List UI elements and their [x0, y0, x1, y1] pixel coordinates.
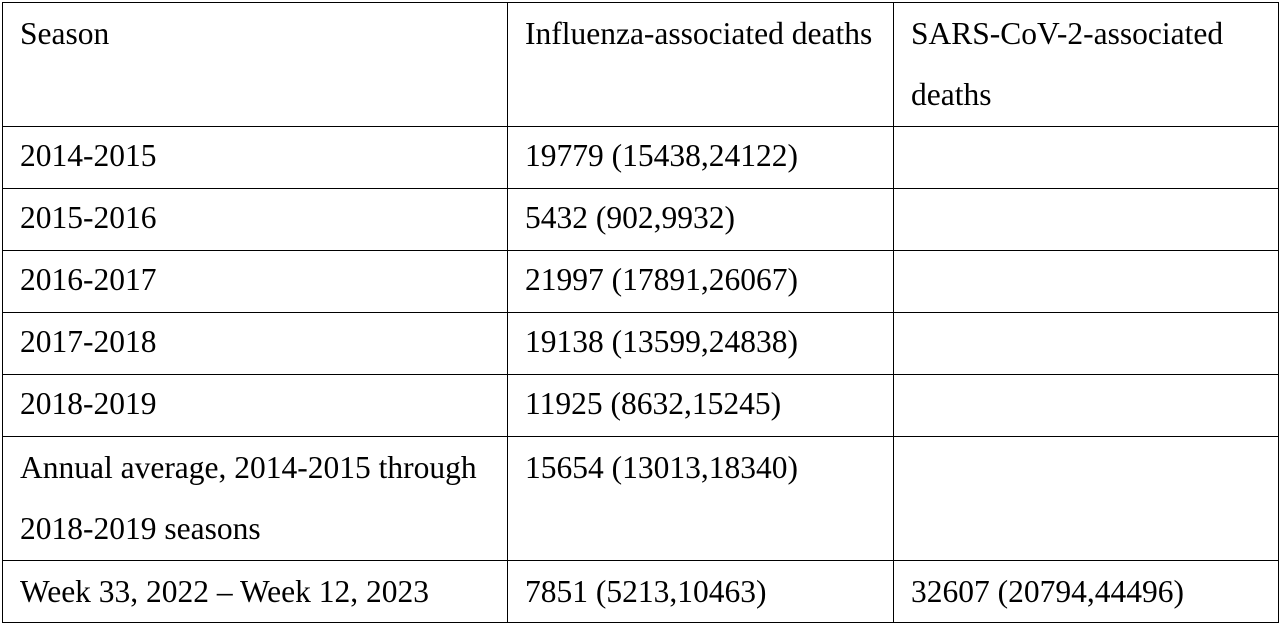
sars-cov-2-deaths-cell: 32607 (20794,44496) — [893, 560, 1279, 623]
season-cell: Annual average, 2014-2015 through 2018-2… — [2, 436, 508, 561]
influenza-deaths-cell: 7851 (5213,10463) — [507, 560, 894, 623]
sars-cov-2-deaths-cell — [893, 126, 1279, 189]
season-cell: 2016-2017 — [2, 250, 508, 313]
table-row: 2015-2016 5432 (902,9932) — [2, 188, 1279, 251]
season-cell: 2015-2016 — [2, 188, 508, 251]
sars-cov-2-deaths-cell — [893, 188, 1279, 251]
influenza-deaths-cell: 19138 (13599,24838) — [507, 312, 894, 375]
table-row: 2018-2019 11925 (8632,15245) — [2, 374, 1279, 437]
table-row: 2014-2015 19779 (15438,24122) — [2, 126, 1279, 189]
influenza-deaths-cell: 21997 (17891,26067) — [507, 250, 894, 313]
season-cell: 2014-2015 — [2, 126, 508, 189]
table-row-2022-2023: Week 33, 2022 – Week 12, 2023 7851 (5213… — [2, 560, 1279, 623]
season-cell: 2018-2019 — [2, 374, 508, 437]
table-row: 2017-2018 19138 (13599,24838) — [2, 312, 1279, 375]
influenza-deaths-cell: 15654 (13013,18340) — [507, 436, 894, 561]
header-season: Season — [2, 2, 508, 127]
sars-cov-2-deaths-cell — [893, 374, 1279, 437]
header-influenza-deaths: Influenza-associated deaths — [507, 2, 894, 127]
sars-cov-2-deaths-cell — [893, 312, 1279, 375]
influenza-deaths-cell: 19779 (15438,24122) — [507, 126, 894, 189]
table-header-row: Season Influenza-associated deaths SARS-… — [2, 2, 1279, 127]
season-cell: 2017-2018 — [2, 312, 508, 375]
sars-cov-2-deaths-cell — [893, 436, 1279, 561]
sars-cov-2-deaths-cell — [893, 250, 1279, 313]
table-row-annual-average: Annual average, 2014-2015 through 2018-2… — [2, 436, 1279, 561]
influenza-deaths-cell: 5432 (902,9932) — [507, 188, 894, 251]
influenza-deaths-cell: 11925 (8632,15245) — [507, 374, 894, 437]
header-sars-cov-2-deaths: SARS-CoV-2-associated deaths — [893, 2, 1279, 127]
table-row: 2016-2017 21997 (17891,26067) — [2, 250, 1279, 313]
season-cell: Week 33, 2022 – Week 12, 2023 — [2, 560, 508, 623]
